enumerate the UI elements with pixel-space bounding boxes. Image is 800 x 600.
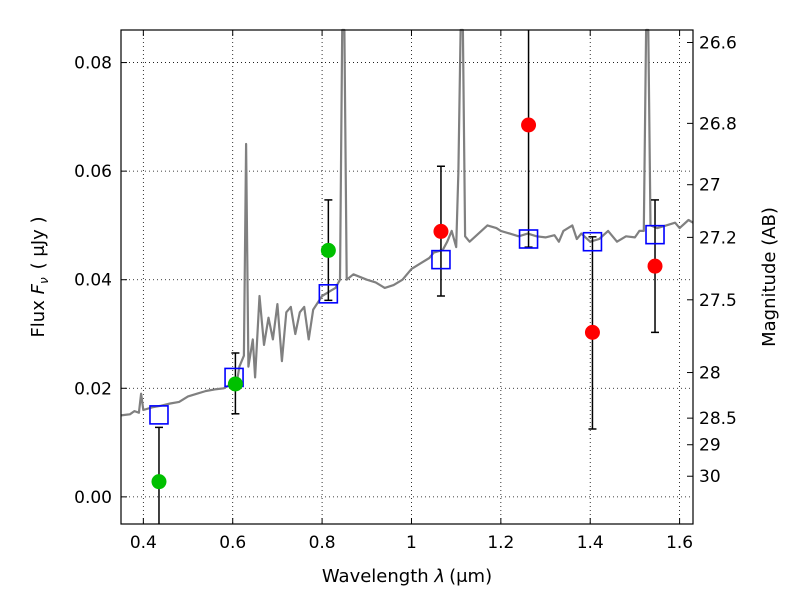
nondetection-point bbox=[433, 223, 449, 239]
detection-point bbox=[151, 474, 167, 490]
plot-frame bbox=[120, 29, 694, 525]
x-tick-labels: 0.4 0.6 0.8 1 1.2 1.4 1.6 bbox=[130, 533, 693, 553]
nondetection-point bbox=[584, 324, 600, 340]
y2-axis-label: Magnitude (AB) bbox=[759, 207, 780, 347]
y2-tick-label: 27.2 bbox=[699, 228, 737, 248]
errorbar-layer bbox=[154, 30, 660, 524]
marker-layer bbox=[149, 117, 665, 490]
y-tick-label: 0.06 bbox=[74, 162, 112, 182]
y2-tick-label: 26.6 bbox=[699, 33, 737, 53]
model-square bbox=[582, 231, 603, 252]
x-tick-label: 1 bbox=[406, 533, 417, 553]
model-square bbox=[149, 405, 169, 425]
nondetection-point bbox=[647, 258, 663, 274]
y2-tick-label: 26.8 bbox=[699, 114, 737, 134]
model-square bbox=[518, 229, 539, 249]
y-tick-label: 0.04 bbox=[74, 271, 112, 291]
y-axis-label: Flux Fν( μJy ) bbox=[28, 216, 51, 337]
y2-tick-label: 27 bbox=[699, 176, 721, 196]
y-tick-label: 0.00 bbox=[74, 488, 112, 508]
y2-tick-label: 27.5 bbox=[699, 291, 737, 311]
detection-point bbox=[320, 242, 336, 258]
y2-tick-labels: 26.6 26.8 27 27.2 27.5 28 28.5 29 30 bbox=[699, 33, 737, 487]
model-square bbox=[645, 224, 665, 245]
x-tick-label: 1.2 bbox=[487, 533, 514, 553]
y-tick-labels: 0.00 0.02 0.04 0.06 0.08 bbox=[74, 54, 112, 508]
x-tick-label: 1.4 bbox=[577, 533, 604, 553]
x-tick-label: 0.8 bbox=[309, 533, 336, 553]
x-tick-label: 0.4 bbox=[130, 533, 157, 553]
x-tick-label: 0.6 bbox=[219, 533, 246, 553]
spectrum-layer bbox=[120, 28, 694, 417]
x-tick-label: 1.6 bbox=[666, 533, 693, 553]
detection-point bbox=[227, 376, 243, 392]
y-tick-label: 0.08 bbox=[74, 54, 112, 74]
x-axis-label: Wavelength λ (μm) bbox=[322, 566, 492, 587]
y2-tick-label: 29 bbox=[699, 436, 721, 456]
y2-tick-label: 28 bbox=[699, 364, 721, 384]
model-square bbox=[318, 284, 339, 304]
y2-tick-label: 28.5 bbox=[699, 409, 737, 429]
y2-tick-label: 30 bbox=[699, 467, 721, 487]
spectrum-line bbox=[120, 28, 694, 417]
model-square bbox=[431, 249, 451, 270]
grid-lines bbox=[121, 30, 693, 524]
tick-marks bbox=[121, 30, 693, 524]
nondetection-point bbox=[521, 117, 537, 133]
y-tick-label: 0.02 bbox=[74, 379, 112, 399]
